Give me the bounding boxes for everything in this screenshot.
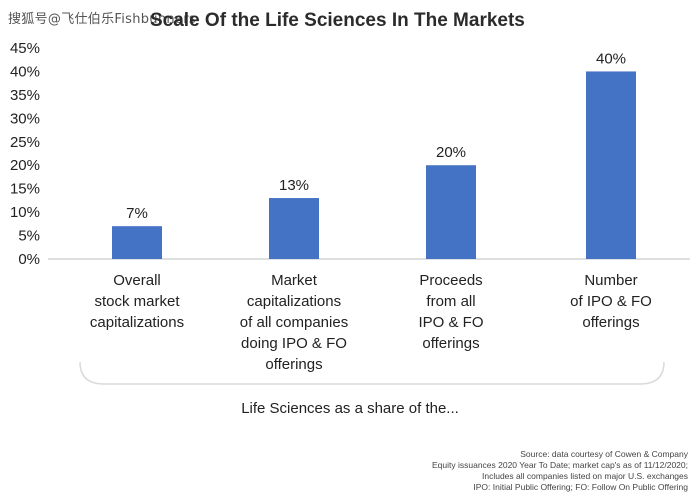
x-category-label-line: Proceeds xyxy=(419,272,483,289)
y-tick-label: 20% xyxy=(10,157,40,174)
y-tick-label: 35% xyxy=(10,87,40,104)
bar-data-label: 7% xyxy=(126,205,148,222)
source-notes: Source: data courtesy of Cowen & Company… xyxy=(432,449,688,493)
x-category-label-line: offerings xyxy=(582,314,640,331)
x-category-label-line: offerings xyxy=(265,356,323,373)
y-tick-label: 5% xyxy=(18,228,40,245)
y-tick-label: 0% xyxy=(18,251,40,268)
bar-data-label: 13% xyxy=(279,177,309,194)
x-category-label-line: IPO & FO xyxy=(418,314,484,331)
x-category-label-line: offerings xyxy=(422,335,480,352)
bar xyxy=(586,71,636,259)
x-category-label-line: doing IPO & FO xyxy=(241,335,347,352)
x-category-label-line: capitalizations xyxy=(246,293,342,310)
chart-title: Scale Of the Life Sciences In The Market… xyxy=(150,10,525,31)
x-category-label-line: Market xyxy=(271,272,317,289)
bar xyxy=(426,165,476,259)
y-tick-label: 15% xyxy=(10,181,40,198)
bar-data-label: 20% xyxy=(436,144,466,161)
source-line: Equity issuances 2020 Year To Date; mark… xyxy=(431,460,688,470)
x-category-label: Overall stock market capitalizations xyxy=(62,270,212,333)
x-category-label-line: Number xyxy=(584,272,638,289)
watermark-text: 搜狐号@飞仕伯乐Fishbunners xyxy=(8,12,196,27)
y-tick-label: 40% xyxy=(10,63,40,80)
x-category-label-line: of IPO & FO xyxy=(570,293,652,310)
y-tick-label: 45% xyxy=(10,40,40,57)
x-category-label: Proceeds from all IPO & FO offerings xyxy=(376,270,526,354)
bar xyxy=(112,226,162,259)
x-category-label: Market capitalizations of all companies doi… xyxy=(219,270,369,375)
x-category-label-line: Overall xyxy=(113,272,161,289)
x-category-label-line: from all xyxy=(426,293,476,310)
y-tick-label: 25% xyxy=(10,134,40,151)
y-tick-label: 30% xyxy=(10,110,40,127)
source-line: Source: data courtesy of Cowen & Company xyxy=(520,449,688,459)
x-category-label: Number of IPO & FO offerings xyxy=(536,270,686,333)
x-category-label-line: capitalizations xyxy=(89,314,185,331)
x-axis-caption: Life Sciences as a share of the... xyxy=(241,400,459,417)
source-line: Includes all companies listed on major U… xyxy=(482,471,688,481)
bar-data-label: 40% xyxy=(596,50,626,67)
bar xyxy=(269,198,319,259)
x-category-label-line: of all companies xyxy=(239,314,349,331)
x-category-label-line: stock market xyxy=(94,293,180,310)
category-bracket xyxy=(79,361,665,385)
y-tick-label: 10% xyxy=(10,204,40,221)
source-line: IPO: Initial Public Offering; FO: Follow… xyxy=(473,482,688,492)
